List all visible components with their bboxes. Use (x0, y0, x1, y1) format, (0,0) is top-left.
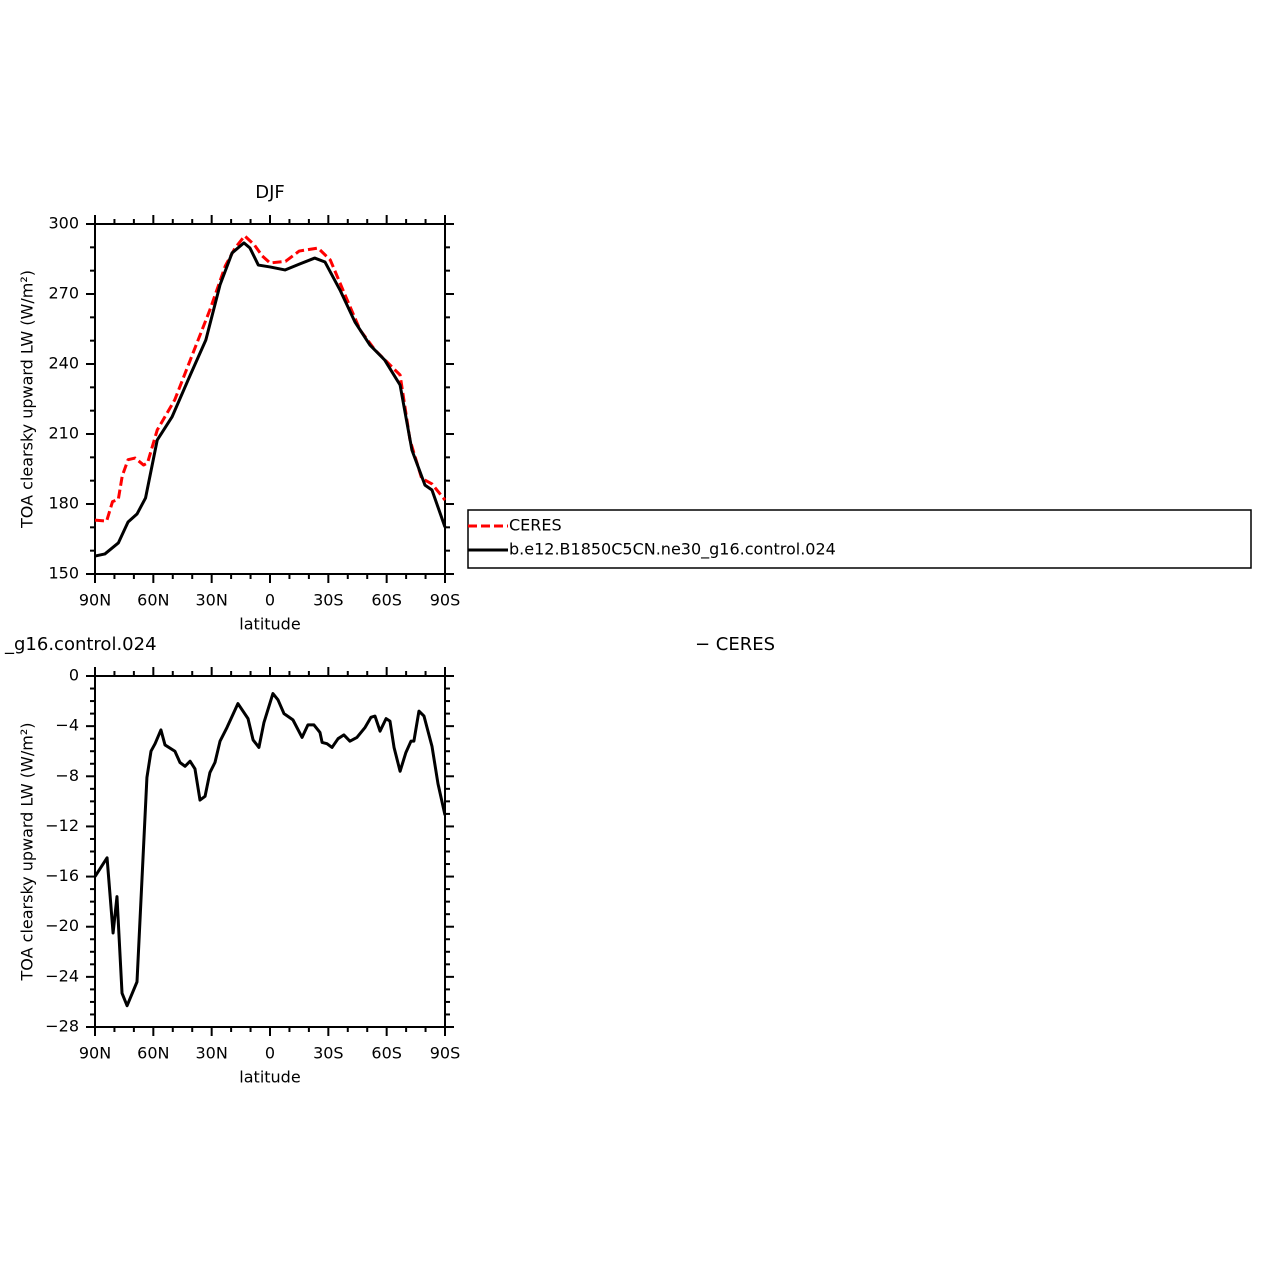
chart-title-left: _g16.control.024 (4, 634, 157, 655)
y-tick-label: 240 (48, 354, 79, 373)
x-axis-label: latitude (239, 615, 300, 634)
y-tick-label: −16 (45, 866, 79, 885)
y-tick-label: 0 (69, 666, 79, 685)
legend-label: CERES (509, 516, 562, 535)
legend-box (467, 509, 1252, 569)
plot-frame (94, 223, 446, 575)
x-tick-label: 60N (137, 591, 169, 610)
x-tick-label: 90N (79, 591, 111, 610)
y-tick-label: 210 (48, 424, 79, 443)
x-tick-label: 30N (196, 591, 228, 610)
chart-title-right: − CERES (695, 634, 775, 655)
x-tick-label: 60S (371, 1044, 402, 1063)
y-tick-label: −8 (55, 766, 79, 785)
y-tick-label: −24 (45, 966, 79, 985)
x-axis-label: latitude (239, 1068, 300, 1087)
x-tick-label: 90S (430, 591, 461, 610)
x-tick-label: 90N (79, 1044, 111, 1063)
y-tick-label: 300 (48, 214, 79, 233)
y-tick-label: 150 (48, 564, 79, 583)
x-tick-label: 0 (265, 1044, 275, 1063)
x-tick-label: 90S (430, 1044, 461, 1063)
x-tick-label: 30S (313, 591, 344, 610)
data-line (93, 692, 447, 1008)
y-tick-label: −4 (55, 716, 79, 735)
x-tick-label: 0 (265, 591, 275, 610)
x-tick-label: 60N (137, 1044, 169, 1063)
y-tick-label: 270 (48, 284, 79, 303)
y-tick-label: −28 (45, 1017, 79, 1036)
y-tick-label: −20 (45, 916, 79, 935)
y-axis-label: TOA clearsky upward LW (W/m²) (18, 270, 37, 529)
x-tick-label: 60S (371, 591, 402, 610)
data-line (94, 234, 447, 523)
data-line (94, 241, 447, 558)
y-axis-label: TOA clearsky upward LW (W/m²) (18, 723, 37, 982)
y-tick-label: 180 (48, 494, 79, 513)
y-tick-label: −12 (45, 816, 79, 835)
x-tick-label: 30S (313, 1044, 344, 1063)
x-tick-label: 30N (196, 1044, 228, 1063)
plot-frame (94, 675, 446, 1028)
chart-title: DJF (255, 182, 285, 203)
legend-label: b.e12.B1850C5CN.ne30_g16.control.024 (509, 540, 836, 560)
